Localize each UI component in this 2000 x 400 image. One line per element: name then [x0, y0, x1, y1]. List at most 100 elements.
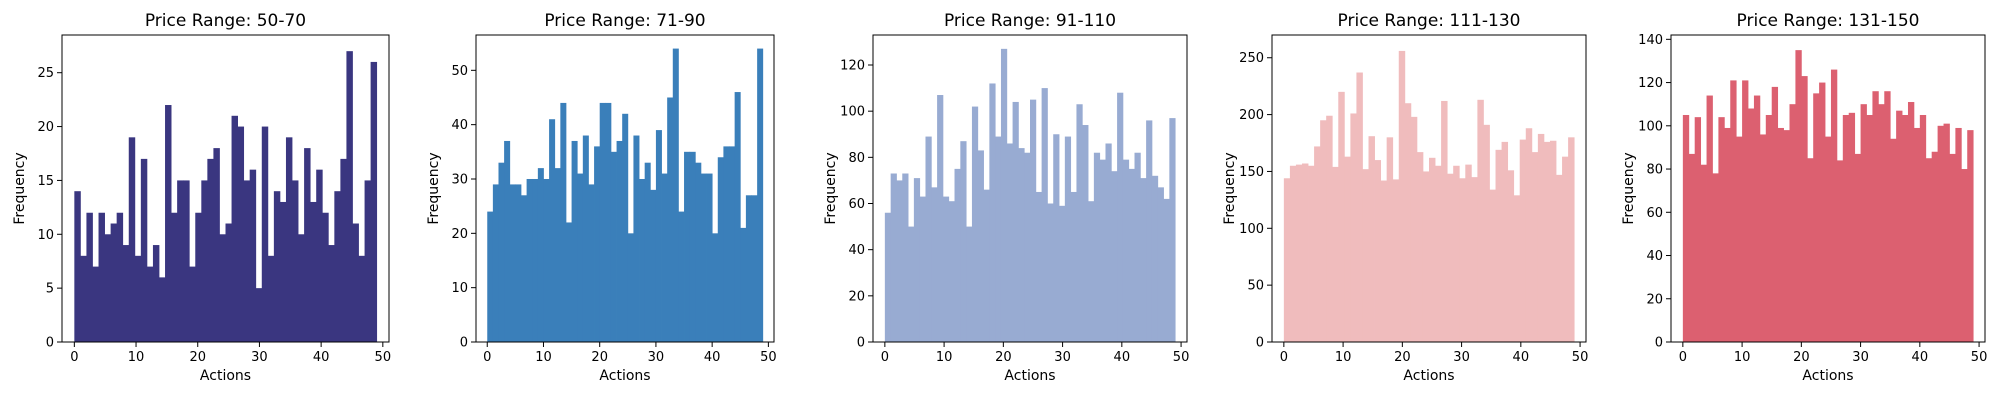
bar: [1537, 133, 1545, 342]
y-tick-label: 50: [1247, 279, 1264, 294]
bar: [571, 140, 578, 342]
bar: [661, 173, 668, 342]
bar: [902, 173, 909, 342]
bar: [1801, 76, 1808, 342]
y-tick-label: 20: [37, 120, 54, 135]
bar: [1047, 203, 1054, 342]
bar: [328, 245, 335, 342]
bar: [1392, 179, 1400, 342]
y-tick-label: 100: [840, 105, 865, 120]
bar: [1771, 86, 1779, 342]
y-tick-label: 250: [1239, 51, 1264, 66]
bar: [1410, 116, 1418, 343]
bar: [1447, 173, 1454, 342]
y-tick-label: 5: [46, 282, 54, 297]
x-tick-label: 40: [1114, 350, 1131, 365]
bar: [92, 266, 99, 342]
x-tick-label: 30: [1453, 350, 1470, 365]
bar: [1117, 92, 1124, 343]
bar: [1753, 95, 1761, 342]
y-tick-label: 60: [1646, 206, 1663, 221]
bar: [273, 191, 281, 342]
bar: [1748, 108, 1755, 342]
bar: [1765, 114, 1773, 343]
y-axis-label: Frequency: [426, 152, 442, 224]
bar: [1453, 165, 1460, 342]
bar: [1902, 114, 1909, 343]
bar: [80, 255, 87, 342]
bar: [1483, 124, 1490, 342]
bar: [195, 212, 202, 342]
bar: [334, 191, 341, 342]
bar: [134, 255, 142, 342]
x-tick-label: 40: [1912, 350, 1929, 365]
x-tick-label: 40: [704, 350, 721, 365]
bar: [1088, 201, 1095, 342]
y-tick-label: 80: [1646, 163, 1663, 178]
y-tick-label: 40: [1646, 249, 1663, 264]
bar: [1961, 169, 1968, 342]
bar: [678, 211, 685, 342]
bar: [577, 173, 584, 342]
bar: [1789, 104, 1796, 343]
bar: [723, 146, 730, 342]
bar: [1140, 178, 1147, 342]
bar: [1111, 171, 1118, 342]
bar: [116, 212, 124, 342]
bar: [104, 234, 112, 342]
bar: [1093, 152, 1101, 342]
bar: [1543, 141, 1551, 342]
bar: [1386, 137, 1394, 342]
bar: [684, 151, 691, 342]
y-tick-label: 25: [37, 66, 54, 81]
bar: [1362, 169, 1369, 342]
bar: [487, 211, 494, 342]
bar: [554, 168, 561, 342]
bar: [942, 196, 950, 342]
y-tick-label: 15: [37, 174, 54, 189]
y-axis-label: Frequency: [1621, 152, 1637, 224]
bar: [1301, 163, 1309, 342]
bar: [700, 173, 707, 342]
bar: [627, 233, 634, 342]
bar: [1134, 152, 1141, 342]
y-tick-label: 20: [848, 289, 865, 304]
bar: [1416, 152, 1424, 342]
axes-frame: [61, 34, 390, 343]
x-tick-label: 50: [760, 350, 777, 365]
bar: [1368, 136, 1375, 342]
bar: [1477, 99, 1484, 342]
bar: [1830, 69, 1838, 342]
y-tick-label: 0: [46, 336, 54, 351]
y-tick-label: 50: [451, 64, 468, 79]
bar: [1308, 165, 1315, 342]
bar: [1955, 127, 1962, 343]
bar: [1030, 99, 1037, 342]
y-tick-label: 120: [840, 59, 865, 74]
x-tick-label: 30: [1054, 350, 1071, 365]
y-tick-label: 140: [1638, 33, 1663, 48]
bar: [122, 245, 130, 342]
bar: [1326, 115, 1333, 342]
bar: [706, 173, 713, 342]
y-tick-label: 0: [857, 336, 865, 351]
bar: [884, 212, 892, 342]
x-axis-label: Actions: [599, 368, 650, 384]
bar: [890, 173, 897, 342]
subplot-1: 0 10 20 30 40 50 0 5 10 15 20 25 Price Range: 50-70 A…: [12, 11, 391, 384]
bar: [1706, 95, 1713, 342]
bar: [219, 234, 226, 342]
bar: [966, 226, 973, 342]
y-tick-label: 0: [1256, 336, 1264, 351]
x-tick-label: 10: [1335, 350, 1352, 365]
x-tick-label: 0: [1679, 350, 1687, 365]
bar: [1682, 114, 1690, 343]
x-tick-label: 20: [189, 350, 206, 365]
x-tick-label: 30: [251, 350, 268, 365]
x-axis-label: Actions: [1403, 368, 1454, 384]
bar: [1890, 138, 1897, 342]
bar: [931, 187, 938, 342]
bar: [1931, 151, 1938, 342]
bar: [1860, 104, 1867, 343]
